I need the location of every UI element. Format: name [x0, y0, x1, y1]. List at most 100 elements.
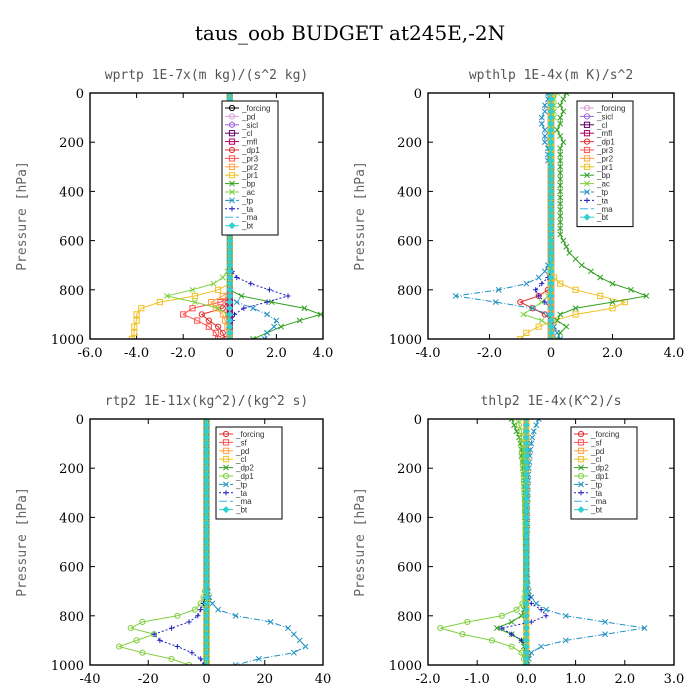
legend-marker: [577, 439, 585, 446]
series-dp1: [116, 419, 210, 665]
plot-area: [437, 419, 648, 665]
legend: _forcing_sf_pd_cl_dp2_dp1_tp_ta_ma_bt: [215, 426, 283, 520]
legend-marker: [584, 172, 590, 179]
legend-label: _dp2: [235, 464, 254, 473]
legend-marker: [584, 180, 590, 187]
x-tick-label: 0: [202, 672, 210, 687]
legend-marker: [583, 130, 591, 137]
series-bt-point: [522, 661, 530, 665]
legend-marker: [577, 430, 585, 438]
y-tick-label: 200: [59, 462, 84, 477]
legend-marker: [222, 447, 230, 454]
series-ta-point: [234, 274, 240, 281]
legend-label: _cl: [241, 129, 252, 138]
legend-marker: [583, 113, 591, 120]
series-tp-point: [215, 606, 222, 613]
legend-label: _dp1: [590, 472, 609, 481]
y-tick-label: 800: [59, 284, 84, 299]
series-tp-point: [285, 625, 292, 632]
series-pr2-point: [219, 292, 226, 300]
series-ta-point: [509, 631, 515, 637]
y-tick-label: 0: [414, 87, 422, 102]
series-tp-point: [602, 618, 609, 625]
legend-label: _ac: [241, 188, 255, 197]
legend-marker: [583, 146, 591, 154]
series-tp-point: [538, 114, 545, 121]
series-tp-point: [290, 631, 297, 638]
series-ta-point: [186, 619, 192, 625]
series-tp-point: [533, 422, 540, 429]
series-bp-point: [560, 139, 567, 146]
legend-label: _tp: [241, 196, 254, 205]
series-tp-point: [523, 280, 530, 287]
series-dp2-point: [511, 422, 518, 429]
legend-marker: [228, 155, 236, 162]
series-pr1-point: [131, 329, 138, 336]
series-ac-point: [163, 292, 170, 299]
x-tick-label: 0: [547, 346, 555, 361]
series-ta-point: [189, 650, 195, 656]
legend-label: _pd: [590, 447, 604, 456]
series-pr1-point: [597, 292, 604, 300]
legend-marker: [229, 197, 235, 204]
series-tp-point: [641, 625, 648, 632]
series-dp1: [437, 419, 530, 665]
series-tp-point: [538, 120, 545, 127]
legend-label: _ma: [235, 497, 252, 506]
legend-label: _pr3: [596, 146, 614, 155]
series-dp2-point: [508, 618, 515, 625]
series-bp-point: [554, 126, 561, 133]
series-dp1-point: [515, 422, 523, 429]
legend-marker: [222, 430, 230, 438]
series-dp2-point: [493, 625, 500, 632]
series-tp-point: [535, 274, 542, 281]
series-dp1-point: [459, 631, 466, 638]
legend-marker: [583, 138, 591, 145]
series-dp1-point: [139, 649, 146, 656]
plot-frame: [89, 92, 324, 340]
y-tick-label: 0: [414, 413, 422, 428]
x-tick-label: -2.0: [415, 672, 440, 687]
legend-marker: [228, 138, 236, 145]
legend-label: _mfl: [596, 129, 612, 138]
x-tick-label: -1.0: [465, 672, 490, 687]
legend-label: _dp1: [241, 146, 260, 155]
legend-label: _bt: [235, 506, 248, 515]
legend-label: _bt: [590, 506, 603, 515]
series-ta-point: [151, 631, 157, 637]
series-bp-point: [557, 225, 564, 232]
x-tick-label: 0.0: [516, 672, 537, 687]
series-pr1-point: [138, 305, 145, 312]
y-axis-label: Pressure [hPa]: [353, 487, 368, 597]
series-bp-point: [557, 176, 564, 183]
series-tp-point: [529, 305, 536, 312]
series-pr1-point: [523, 329, 530, 336]
series-tp-point: [528, 649, 535, 656]
series-tp-point: [264, 311, 271, 318]
series-bp-point: [560, 96, 567, 103]
legend-marker: [584, 197, 590, 203]
panel-title: wpthlp 1E-4x(m K)/s^2: [469, 68, 633, 83]
y-tick-label: 0: [76, 413, 84, 428]
series-tp-point: [527, 446, 534, 453]
series-bp-point: [578, 262, 585, 269]
x-tick-label: -4.0: [415, 346, 440, 361]
series-pr1-point: [133, 311, 140, 318]
plot-area: [452, 93, 650, 339]
y-tick-label: 600: [59, 235, 84, 250]
series-bp-point: [557, 200, 564, 207]
y-tick-label: 400: [397, 511, 422, 526]
legend-label: _pr2: [241, 163, 259, 172]
legend-label: _sicl: [596, 112, 613, 121]
legend-label: _ac: [596, 180, 610, 189]
legend-label: _tp: [235, 480, 248, 489]
y-axis-label: Pressure [hPa]: [353, 161, 368, 271]
series-tp-point: [535, 419, 542, 422]
y-tick-label: 1000: [51, 659, 84, 674]
legend-marker: [222, 506, 230, 514]
series-ac-point: [520, 311, 527, 318]
series-pr1-point: [133, 317, 140, 324]
series-bp-point: [278, 323, 285, 330]
panel-title: thlp2 1E-4x(K^2)/s: [481, 394, 622, 409]
plot-frame: [89, 418, 324, 666]
